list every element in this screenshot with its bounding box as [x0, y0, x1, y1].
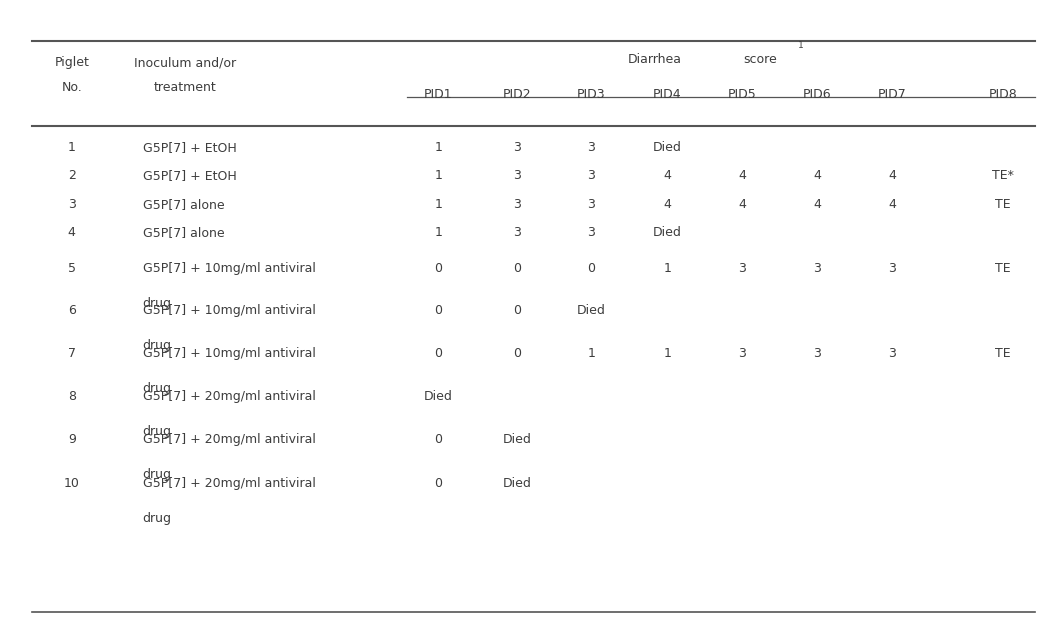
Text: 3: 3 — [888, 347, 897, 360]
Text: 4: 4 — [888, 198, 897, 210]
Text: G5P[7] alone: G5P[7] alone — [143, 198, 224, 210]
Text: PID5: PID5 — [728, 88, 757, 100]
Text: No.: No. — [61, 82, 82, 94]
Text: PID6: PID6 — [803, 88, 832, 100]
Text: drug: drug — [143, 425, 171, 438]
Text: PID8: PID8 — [988, 88, 1018, 100]
Text: TE*: TE* — [993, 170, 1014, 182]
Text: 4: 4 — [68, 226, 76, 239]
Text: 10: 10 — [63, 477, 80, 490]
Text: 3: 3 — [587, 141, 596, 154]
Text: 3: 3 — [738, 263, 747, 275]
Text: 4: 4 — [663, 198, 672, 210]
Text: PID4: PID4 — [653, 88, 682, 100]
Text: 3: 3 — [513, 226, 522, 239]
Text: 0: 0 — [434, 263, 442, 275]
Text: 1: 1 — [663, 263, 672, 275]
Text: 3: 3 — [587, 198, 596, 210]
Text: 0: 0 — [513, 305, 522, 317]
Text: 3: 3 — [888, 263, 897, 275]
Text: 3: 3 — [587, 170, 596, 182]
Text: 3: 3 — [513, 141, 522, 154]
Text: Died: Died — [503, 477, 532, 490]
Text: 0: 0 — [434, 305, 442, 317]
Text: Died: Died — [423, 391, 453, 403]
Text: 4: 4 — [813, 170, 822, 182]
Text: 8: 8 — [68, 391, 76, 403]
Text: TE: TE — [996, 347, 1011, 360]
Text: 3: 3 — [587, 226, 596, 239]
Text: 4: 4 — [738, 198, 747, 210]
Text: 1: 1 — [587, 347, 596, 360]
Text: drug: drug — [143, 297, 171, 310]
Text: Died: Died — [653, 141, 682, 154]
Text: 5: 5 — [68, 263, 76, 275]
Text: drug: drug — [143, 382, 171, 394]
Text: Died: Died — [653, 226, 682, 239]
Text: G5P[7] + EtOH: G5P[7] + EtOH — [143, 141, 237, 154]
Text: 4: 4 — [663, 170, 672, 182]
Text: PID2: PID2 — [503, 88, 532, 100]
Text: 0: 0 — [513, 263, 522, 275]
Text: Diarrhea: Diarrhea — [627, 53, 682, 66]
Text: G5P[7] + EtOH: G5P[7] + EtOH — [143, 170, 237, 182]
Text: drug: drug — [143, 468, 171, 480]
Text: 1: 1 — [68, 141, 76, 154]
Text: G5P[7] alone: G5P[7] alone — [143, 226, 224, 239]
Text: G5P[7] + 20mg/ml antiviral: G5P[7] + 20mg/ml antiviral — [143, 433, 316, 446]
Text: 0: 0 — [587, 263, 596, 275]
Text: 1: 1 — [434, 198, 442, 210]
Text: PID3: PID3 — [577, 88, 606, 100]
Text: 3: 3 — [513, 170, 522, 182]
Text: 4: 4 — [888, 170, 897, 182]
Text: 3: 3 — [813, 263, 822, 275]
Text: G5P[7] + 20mg/ml antiviral: G5P[7] + 20mg/ml antiviral — [143, 391, 316, 403]
Text: 1: 1 — [434, 141, 442, 154]
Text: 1: 1 — [798, 41, 804, 50]
Text: 2: 2 — [68, 170, 76, 182]
Text: 1: 1 — [434, 170, 442, 182]
Text: G5P[7] + 20mg/ml antiviral: G5P[7] + 20mg/ml antiviral — [143, 477, 316, 490]
Text: 0: 0 — [434, 433, 442, 446]
Text: G5P[7] + 10mg/ml antiviral: G5P[7] + 10mg/ml antiviral — [143, 305, 316, 317]
Text: treatment: treatment — [153, 82, 216, 94]
Text: 3: 3 — [738, 347, 747, 360]
Text: Inoculum and/or: Inoculum and/or — [134, 57, 235, 69]
Text: 3: 3 — [68, 198, 76, 210]
Text: Died: Died — [503, 433, 532, 446]
Text: 4: 4 — [813, 198, 822, 210]
Text: 0: 0 — [434, 477, 442, 490]
Text: score: score — [743, 53, 777, 66]
Text: 7: 7 — [68, 347, 76, 360]
Text: Piglet: Piglet — [54, 57, 90, 69]
Text: drug: drug — [143, 512, 171, 524]
Text: 6: 6 — [68, 305, 76, 317]
Text: 1: 1 — [434, 226, 442, 239]
Text: TE: TE — [996, 263, 1011, 275]
Text: drug: drug — [143, 339, 171, 352]
Text: 3: 3 — [813, 347, 822, 360]
Text: 1: 1 — [663, 347, 672, 360]
Text: Died: Died — [577, 305, 606, 317]
Text: PID1: PID1 — [423, 88, 453, 100]
Text: 0: 0 — [513, 347, 522, 360]
Text: 0: 0 — [434, 347, 442, 360]
Text: G5P[7] + 10mg/ml antiviral: G5P[7] + 10mg/ml antiviral — [143, 347, 316, 360]
Text: G5P[7] + 10mg/ml antiviral: G5P[7] + 10mg/ml antiviral — [143, 263, 316, 275]
Text: 3: 3 — [513, 198, 522, 210]
Text: 4: 4 — [738, 170, 747, 182]
Text: PID7: PID7 — [878, 88, 907, 100]
Text: 9: 9 — [68, 433, 76, 446]
Text: TE: TE — [996, 198, 1011, 210]
